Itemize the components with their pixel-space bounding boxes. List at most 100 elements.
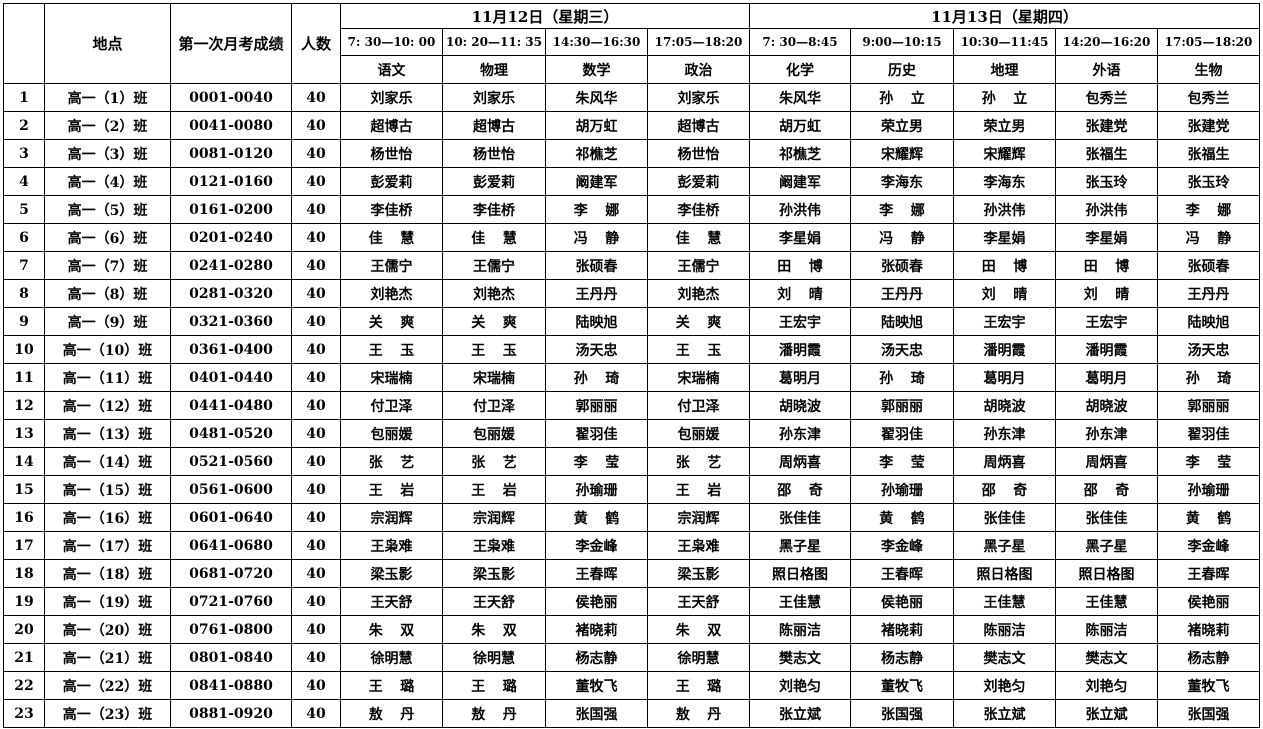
score-range: 0641-0680 (170, 531, 292, 560)
score-range: 0681-0720 (170, 559, 292, 588)
teacher-name: 宗润辉 (442, 503, 546, 532)
class-name: 高一（19）班 (44, 587, 171, 616)
teacher-name: 侯艳丽 (1157, 587, 1260, 616)
row-number: 20 (3, 615, 45, 644)
teacher-name: 董牧飞 (850, 671, 954, 700)
teacher-name: 王天舒 (647, 587, 750, 616)
teacher-name: 李金峰 (545, 531, 648, 560)
row-number: 7 (3, 251, 45, 280)
teacher-name: 张 艺 (442, 447, 546, 476)
teacher-name: 付卫泽 (442, 391, 546, 420)
teacher-name: 照日格图 (1055, 559, 1158, 588)
class-name: 高一（12）班 (44, 391, 171, 420)
teacher-name: 彭爱莉 (340, 167, 443, 196)
teacher-name: 敖 丹 (442, 699, 546, 728)
class-name: 高一（11）班 (44, 363, 171, 392)
class-name: 高一（23）班 (44, 699, 171, 728)
teacher-name: 阚建军 (749, 167, 851, 196)
teacher-name: 刘艳杰 (340, 279, 443, 308)
student-count: 40 (291, 643, 341, 672)
row-number: 19 (3, 587, 45, 616)
time-header: 17:05—18:20 (647, 28, 750, 56)
teacher-name: 褚晓莉 (1157, 615, 1260, 644)
teacher-name: 褚晓莉 (850, 615, 954, 644)
teacher-name: 朱风华 (545, 83, 648, 112)
teacher-name: 翟羽佳 (545, 419, 648, 448)
table-row: 5 高一（5）班 0161-0200 40 李佳桥 李佳桥李 娜李佳桥 孙洪伟李 娜孙洪伟孙… (3, 195, 1260, 224)
teacher-name: 孙 立 (850, 83, 954, 112)
teacher-name: 刘艳匀 (1055, 671, 1158, 700)
teacher-name: 照日格图 (953, 559, 1056, 588)
table-row: 7 高一（7）班 0241-0280 40 王儒宁 王儒宁 张硕春 王儒宁田 博张硕春田 博田… (3, 251, 1260, 280)
student-count: 40 (291, 559, 341, 588)
schedule-table: 地点 第一次月考成绩 人数 11月12日（星期三） 11月13日（星期四） 7: 30—1… (3, 3, 1260, 728)
location-header: 地点 (44, 3, 171, 84)
teacher-name: 超博古 (340, 111, 443, 140)
teacher-name: 超博古 (647, 111, 750, 140)
time-header: 17:05—18:20 (1157, 28, 1260, 56)
teacher-name: 包秀兰 (1055, 83, 1158, 112)
teacher-name: 超博古 (442, 111, 546, 140)
teacher-name: 孙洪伟 (749, 195, 851, 224)
teacher-name: 王宏宇 (749, 307, 851, 336)
teacher-name: 佳 慧 (442, 223, 546, 252)
table-row: 6 高一（6）班 0201-0240 40 佳 慧佳 慧冯 静佳 慧李星娟冯 静李星娟李… (3, 223, 1260, 252)
student-count: 40 (291, 699, 341, 728)
row-number: 8 (3, 279, 45, 308)
teacher-name: 葛明月 (953, 363, 1056, 392)
time-header: 10:30—11:45 (953, 28, 1056, 56)
teacher-name: 张硕春 (1157, 251, 1260, 280)
student-count: 40 (291, 391, 341, 420)
teacher-name: 孙东津 (1055, 419, 1158, 448)
row-number: 5 (3, 195, 45, 224)
teacher-name: 李海东 (953, 167, 1056, 196)
student-count: 40 (291, 447, 341, 476)
score-range: 0521-0560 (170, 447, 292, 476)
teacher-name: 张福生 (1157, 139, 1260, 168)
teacher-name: 冯 静 (545, 223, 648, 252)
student-count: 40 (291, 307, 341, 336)
teacher-name: 王天舒 (442, 587, 546, 616)
teacher-name: 刘家乐 (647, 83, 750, 112)
table-row: 18 高一（18）班 0681-0720 40 梁玉影 梁玉影 王春晖 梁玉影 照日格图 王春晖照… (3, 559, 1260, 588)
teacher-name: 杨世怡 (647, 139, 750, 168)
table-row: 20 高一（20）班 0761-0800 40 朱 双朱 双褚晓莉朱 双陈丽洁 褚晓莉 陈丽… (3, 615, 1260, 644)
subject-header: 生物 (1157, 55, 1260, 84)
teacher-name: 刘艳杰 (647, 279, 750, 308)
teacher-name: 胡晓波 (953, 391, 1056, 420)
teacher-name: 刘艳匀 (953, 671, 1056, 700)
teacher-name: 侯艳丽 (850, 587, 954, 616)
teacher-name: 李 莹 (850, 447, 954, 476)
teacher-name: 王儒宁 (442, 251, 546, 280)
teacher-name: 王丹丹 (1157, 279, 1260, 308)
teacher-name: 胡万虹 (749, 111, 851, 140)
row-number: 13 (3, 419, 45, 448)
row-number: 9 (3, 307, 45, 336)
teacher-name: 徐明慧 (647, 643, 750, 672)
teacher-name: 孙东津 (749, 419, 851, 448)
teacher-name: 包丽媛 (647, 419, 750, 448)
class-name: 高一（16）班 (44, 503, 171, 532)
class-name: 高一（22）班 (44, 671, 171, 700)
table-row: 2 高一（2）班 0041-0080 40 超博古 超博古 胡万虹 超博古 胡万虹 荣立男 荣立男张… (3, 111, 1260, 140)
teacher-name: 王 玉 (340, 335, 443, 364)
teacher-name: 孙 琦 (545, 363, 648, 392)
teacher-name: 汤天忠 (545, 335, 648, 364)
teacher-name: 付卫泽 (647, 391, 750, 420)
teacher-name: 陆映旭 (850, 307, 954, 336)
teacher-name: 黑子星 (749, 531, 851, 560)
teacher-name: 杨志静 (1157, 643, 1260, 672)
count-header: 人数 (291, 3, 341, 84)
teacher-name: 包秀兰 (1157, 83, 1260, 112)
student-count: 40 (291, 251, 341, 280)
table-row: 4 高一（4）班 0121-0160 40 彭爱莉 彭爱莉 阚建军 彭爱莉 阚建军 李海东 李海东张… (3, 167, 1260, 196)
teacher-name: 胡万虹 (545, 111, 648, 140)
class-name: 高一（21）班 (44, 643, 171, 672)
teacher-name: 孙洪伟 (1055, 195, 1158, 224)
teacher-name: 梁玉影 (442, 559, 546, 588)
time-header: 14:20—16:20 (1055, 28, 1158, 56)
teacher-name: 刘 晴 (749, 279, 851, 308)
student-count: 40 (291, 503, 341, 532)
teacher-name: 张玉玲 (1157, 167, 1260, 196)
teacher-name: 潘明霞 (953, 335, 1056, 364)
